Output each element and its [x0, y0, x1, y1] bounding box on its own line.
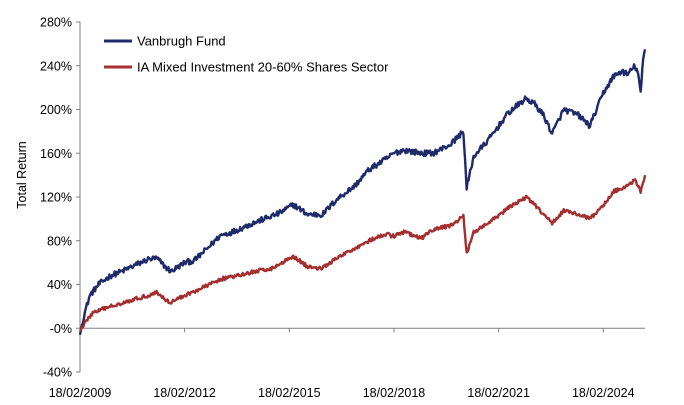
- series-line-vanbrugh-fund: [78, 49, 647, 336]
- y-tick-label: 200%: [40, 103, 72, 117]
- x-tick-label: 18/02/2012: [153, 386, 216, 400]
- x-tick-label: 18/02/2015: [258, 386, 321, 400]
- y-tick-label: 80%: [47, 234, 72, 248]
- y-tick-label: 240%: [40, 59, 72, 73]
- legend-label: IA Mixed Investment 20-60% Shares Sector: [137, 60, 389, 75]
- y-tick-label: -0%: [50, 322, 72, 336]
- y-tick-label: 40%: [47, 278, 72, 292]
- y-tick-label: 280%: [40, 16, 72, 30]
- x-tick-label: 18/02/2021: [467, 386, 530, 400]
- y-tick-label: -40%: [43, 366, 72, 380]
- x-tick-label: 18/02/2024: [572, 386, 635, 400]
- x-tick-label: 18/02/2018: [363, 386, 426, 400]
- y-tick-label: 160%: [40, 147, 72, 161]
- y-axis-title: Total Return: [15, 141, 29, 208]
- series-line-ia-mixed-investment-sector: [78, 174, 647, 333]
- y-tick-label: 120%: [40, 191, 72, 205]
- axes: -40% -0% 40% 80% 120% 160% 200% 240% 280% 18/02/2…: [40, 16, 645, 400]
- legend: Vanbrugh Fund IA Mixed Investment 20-60% …: [104, 34, 389, 75]
- x-tick-label: 18/02/2009: [49, 386, 112, 400]
- legend-label: Vanbrugh Fund: [137, 34, 226, 49]
- series-lines: [78, 49, 647, 336]
